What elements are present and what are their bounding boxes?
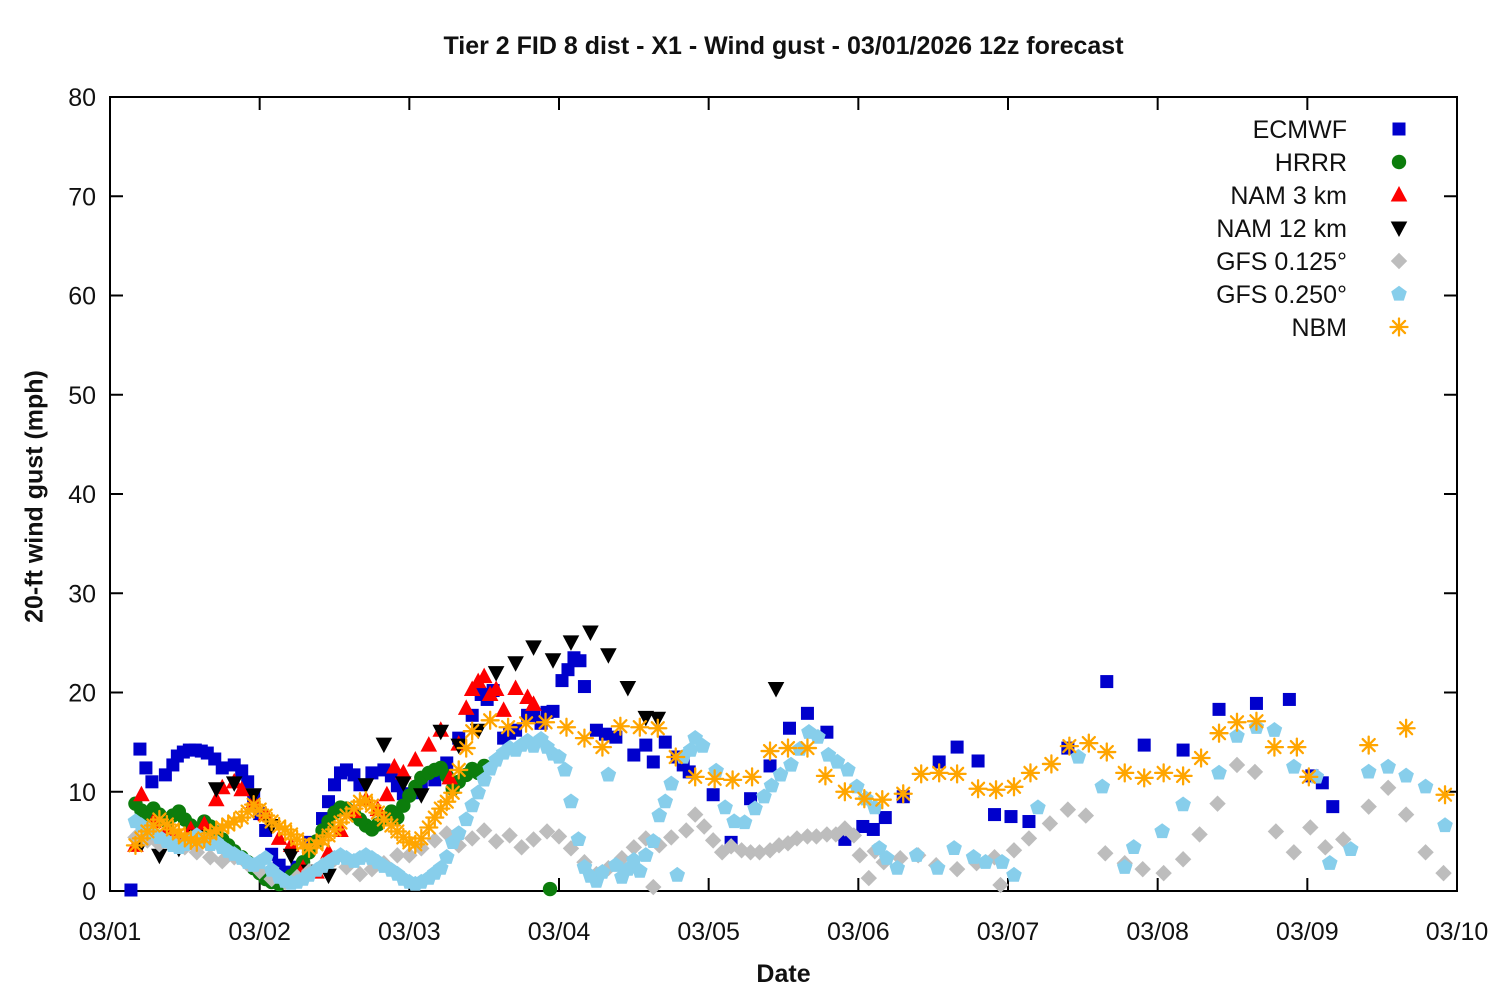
x-tick-label: 03/01 <box>79 918 142 946</box>
legend: ECMWF HRRR NAM 3 km NAM 12 km GFS 0.125° GFS … <box>1216 116 1409 342</box>
legend-item-nam-12-km: NAM 12 km <box>1216 215 1408 243</box>
legend-label: NAM 12 km <box>1216 215 1347 243</box>
legend-item-gfs-0-250-: GFS 0.250° <box>1216 281 1407 309</box>
legend-label: NBM <box>1291 314 1347 342</box>
x-tick-label: 03/07 <box>977 918 1040 946</box>
y-tick-label: 60 <box>68 283 96 311</box>
y-tick-label: 20 <box>68 680 96 708</box>
x-tick-label: 03/03 <box>378 918 441 946</box>
y-tick-label: 50 <box>68 382 96 410</box>
y-tick-label: 10 <box>68 779 96 807</box>
legend-label: NAM 3 km <box>1230 182 1347 210</box>
legend-item-ecmwf: ECMWF <box>1253 116 1406 144</box>
legend-label: GFS 0.250° <box>1216 281 1347 309</box>
y-axis-ticks: 0 10 20 30 40 50 60 70 80 <box>68 84 1457 906</box>
y-tick-label: 80 <box>68 84 96 112</box>
y-tick-label: 40 <box>68 481 96 509</box>
x-tick-label: 03/09 <box>1276 918 1339 946</box>
x-tick-label: 03/05 <box>677 918 740 946</box>
legend-label: HRRR <box>1275 149 1347 177</box>
legend-item-nam-3-km: NAM 3 km <box>1230 182 1408 210</box>
x-tick-label: 03/10 <box>1426 918 1489 946</box>
y-axis-label: 20-ft wind gust (mph) <box>20 370 49 623</box>
y-tick-label: 0 <box>82 878 96 906</box>
legend-item-gfs-0-125-: GFS 0.125° <box>1216 248 1408 276</box>
legend-item-hrrr: HRRR <box>1275 149 1407 177</box>
x-axis-ticks: 03/01 03/02 03/03 03/04 03/05 03/06 03/07 03/08… <box>79 97 1489 946</box>
y-tick-label: 70 <box>68 183 96 211</box>
series-nbm <box>125 710 1455 858</box>
x-tick-label: 03/04 <box>528 918 591 946</box>
legend-label: GFS 0.125° <box>1216 248 1347 276</box>
x-tick-label: 03/08 <box>1126 918 1189 946</box>
x-axis-label: Date <box>756 960 811 988</box>
x-tick-label: 03/06 <box>827 918 890 946</box>
chart-title: Tier 2 FID 8 dist - X1 - Wind gust - 03/… <box>443 32 1124 60</box>
x-tick-label: 03/02 <box>228 918 291 946</box>
legend-item-nbm: NBM <box>1291 314 1409 342</box>
y-tick-label: 30 <box>68 580 96 608</box>
legend-label: ECMWF <box>1253 116 1347 144</box>
